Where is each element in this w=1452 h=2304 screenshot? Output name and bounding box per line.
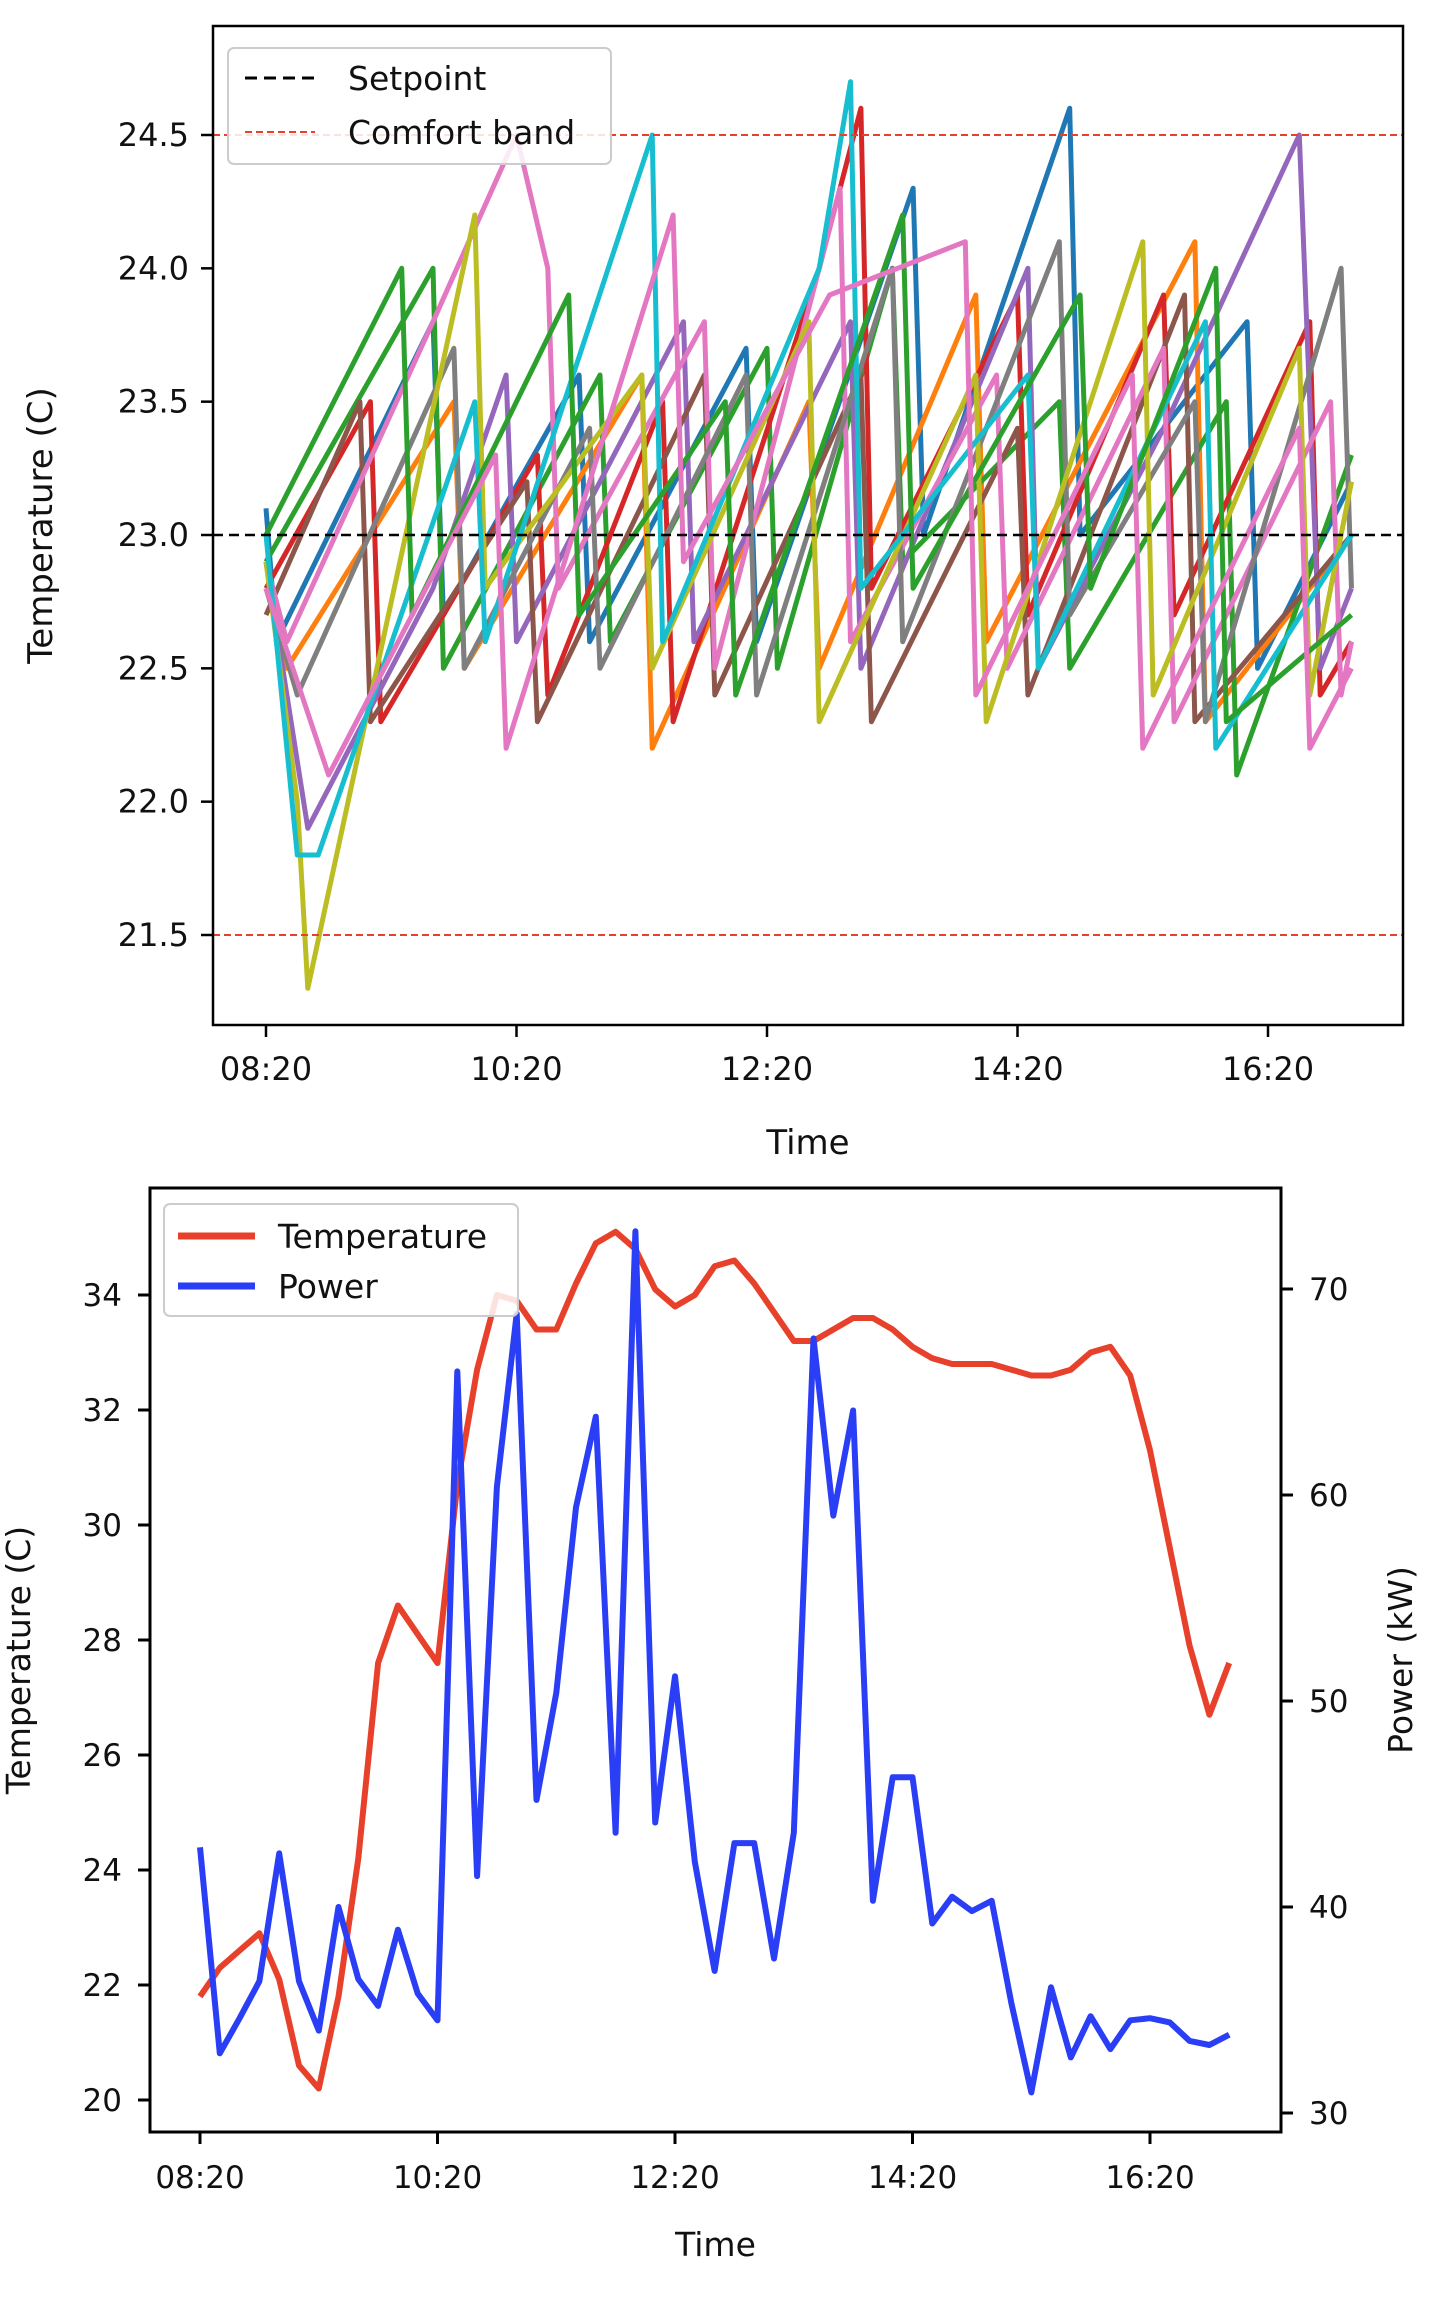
- chart-temperature-power: 08:20 10:20 12:20 14:20 16:20 20 22 24 26 28 30 32 3…: [0, 1186, 1420, 2264]
- legend: Setpoint Comfort band: [227, 47, 612, 165]
- y-right-tick-label: 40: [1309, 1890, 1348, 1926]
- y-right-tick-label: 60: [1309, 1478, 1348, 1514]
- x-axis-label: Time: [674, 2225, 756, 2264]
- x-tick-label: 12:20: [721, 1050, 813, 1088]
- x-tick-label: 12:20: [630, 2160, 719, 2196]
- y-tick-label: 24: [83, 1853, 122, 1889]
- series-line-9: [263, 212, 1354, 991]
- legend-label-power: Power: [278, 1267, 378, 1306]
- y-tick-label: 28: [83, 1623, 122, 1659]
- y-right-tick-label: 30: [1309, 2096, 1348, 2132]
- y-axis-label: Temperature (C): [21, 387, 61, 664]
- y-tick-label: 23.5: [118, 383, 189, 421]
- plot-frame: [148, 1186, 1283, 2134]
- series-line-8: [263, 239, 1354, 725]
- x-tick-label: 16:20: [1222, 1050, 1314, 1088]
- y-right-tick-label: 70: [1309, 1272, 1348, 1308]
- chart-setpoint-temperatures: 08:20 10:20 12:20 14:20 16:20 21.5 22.0 22.5 23.…: [21, 24, 1405, 1163]
- x-tick-label: 10:20: [470, 1050, 562, 1088]
- y-tick-label: 30: [83, 1508, 122, 1544]
- y-tick-label: 34: [83, 1278, 122, 1314]
- plot-frame: [211, 24, 1405, 1027]
- series-line-3: [263, 265, 1354, 778]
- y-right-axis-label: Power (kW): [1381, 1566, 1420, 1754]
- x-tick-label: 08:20: [155, 2160, 244, 2196]
- x-tick-label: 14:20: [971, 1050, 1063, 1088]
- series-line-temperature: [197, 1228, 1233, 2092]
- x-axis-label: Time: [765, 1123, 849, 1163]
- legend-label-temperature: Temperature: [277, 1217, 487, 1256]
- legend-box: [227, 47, 612, 165]
- legend-label-setpoint: Setpoint: [348, 59, 486, 98]
- series-line-12: [263, 212, 1354, 778]
- y-tick-label: 26: [83, 1738, 122, 1774]
- y-right-tick-label: 50: [1309, 1684, 1348, 1720]
- legend: Temperature Power: [163, 1203, 519, 1317]
- y-tick-label: 22: [83, 1968, 122, 2004]
- x-tick-label: 08:20: [220, 1050, 312, 1088]
- series-group: [213, 79, 1403, 991]
- y-tick-label: 32: [83, 1393, 122, 1429]
- legend-label-comfort-band: Comfort band: [348, 113, 575, 152]
- y-tick-label: 24.5: [118, 116, 189, 154]
- series-line-power: [197, 1228, 1231, 2096]
- x-tick-label: 16:20: [1105, 2160, 1194, 2196]
- y-axis-label: Temperature (C): [0, 1526, 38, 1795]
- x-tick-label: 10:20: [393, 2160, 482, 2196]
- y-tick-label: 24.0: [118, 249, 189, 287]
- y-tick-label: 20: [83, 2083, 122, 2119]
- y-tick-label: 21.5: [118, 916, 189, 954]
- y-tick-label: 22.5: [118, 649, 189, 687]
- y-tick-label: 23.0: [118, 516, 189, 554]
- x-tick-label: 14:20: [868, 2160, 957, 2196]
- y-tick-label: 22.0: [118, 783, 189, 821]
